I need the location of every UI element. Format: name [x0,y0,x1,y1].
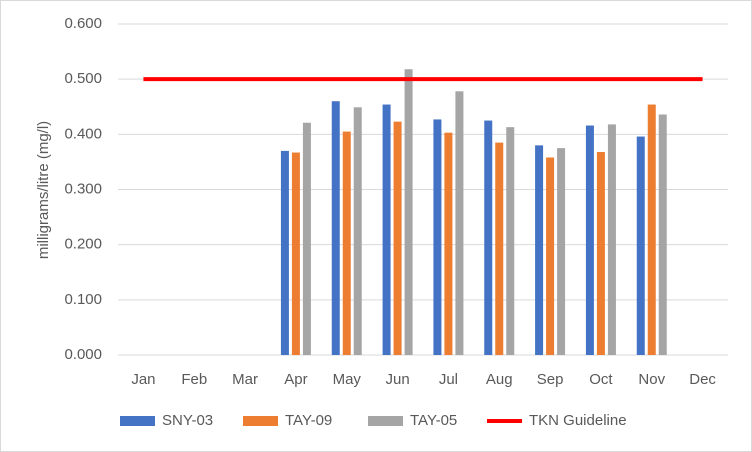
bar [535,145,544,355]
x-tick-label: Mar [232,371,258,388]
bar [280,150,289,355]
bar [647,104,656,355]
x-tick-label: Dec [689,371,716,388]
bar [404,69,413,355]
bar [433,119,442,356]
y-tick-label: 0.000 [64,346,102,363]
bar [302,122,311,355]
bar [506,127,515,355]
x-tick-label: Oct [589,371,613,388]
x-tick-label: Jul [439,371,458,388]
legend-label: TAY-05 [410,412,457,429]
legend-swatch [368,416,403,426]
bar [331,101,340,355]
legend-label: TAY-09 [285,412,332,429]
y-axis-label: milligrams/litre (mg/l) [35,121,52,259]
legend-swatch [120,416,155,426]
x-tick-label: Jun [385,371,409,388]
y-tick-label: 0.400 [64,125,102,142]
bar [658,114,667,356]
y-tick-label: 0.500 [64,70,102,87]
legend-label: TKN Guideline [529,412,627,429]
y-tick-label: 0.300 [64,180,102,197]
x-tick-label: Aug [486,371,513,388]
bar [444,132,453,355]
x-tick-label: Jan [131,371,155,388]
bar [495,142,504,355]
bar [291,152,300,355]
bar [636,136,645,355]
x-tick-label: Apr [284,371,307,388]
bar [484,120,493,356]
bar [607,124,616,355]
bar [596,151,605,355]
bar [382,104,391,355]
bar [585,125,594,355]
legend-swatch [243,416,278,426]
x-tick-label: Nov [638,371,665,388]
bar [353,107,362,355]
x-tick-label: Feb [181,371,207,388]
y-tick-label: 0.200 [64,236,102,253]
bar [342,131,351,355]
legend-label: SNY-03 [162,412,213,429]
bar [557,148,566,355]
y-tick-label: 0.600 [64,15,102,32]
bar [393,121,402,356]
bar [455,91,464,355]
y-tick-label: 0.100 [64,291,102,308]
x-tick-label: Sep [537,371,564,388]
bar [546,157,555,355]
x-tick-label: May [333,371,362,388]
